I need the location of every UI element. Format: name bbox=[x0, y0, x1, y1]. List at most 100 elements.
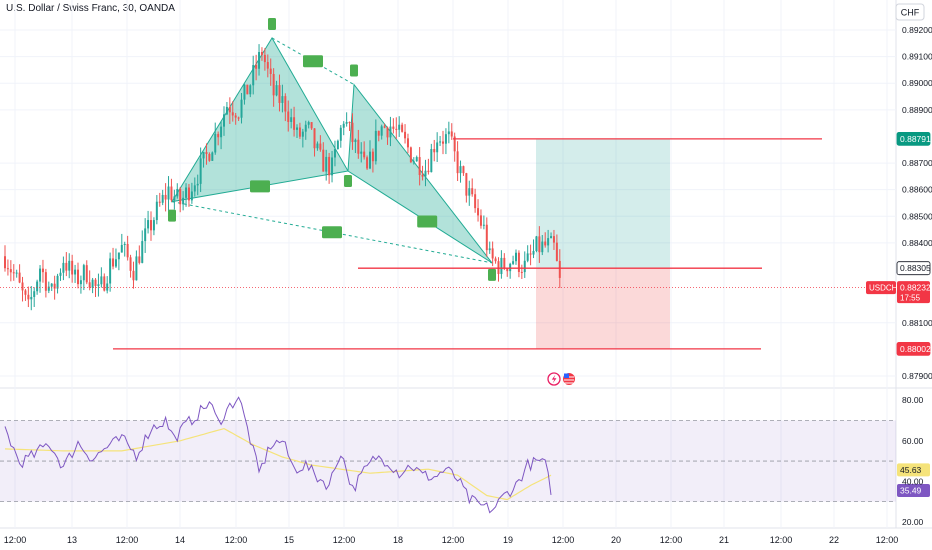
candle-body bbox=[427, 170, 430, 173]
candle-body bbox=[555, 242, 558, 261]
candle-body bbox=[550, 236, 553, 239]
candle-body bbox=[450, 131, 453, 137]
rsi-tick-label: 20.00 bbox=[902, 517, 924, 527]
candle-body bbox=[266, 62, 269, 69]
candle-body bbox=[24, 290, 27, 295]
candle-body bbox=[512, 261, 515, 264]
candle-body bbox=[366, 157, 369, 169]
candle-body bbox=[135, 256, 138, 281]
candle-body bbox=[401, 124, 404, 132]
candle-body bbox=[249, 85, 252, 95]
candle-body bbox=[442, 141, 444, 144]
candle-body bbox=[258, 52, 261, 69]
candle-body bbox=[436, 142, 439, 153]
y-tick-label: 0.89000 bbox=[902, 78, 932, 88]
pattern-ratio-badge[interactable] bbox=[250, 180, 270, 193]
pattern-point-badge[interactable] bbox=[268, 17, 276, 30]
candle-body bbox=[246, 84, 249, 95]
candle-body bbox=[82, 265, 85, 281]
candle-body bbox=[27, 294, 30, 300]
x-tick-label: 12:00 bbox=[116, 535, 139, 545]
candle-body bbox=[389, 126, 392, 138]
candle-body bbox=[272, 73, 275, 96]
pattern-ratio-badge[interactable] bbox=[417, 215, 438, 228]
rsi-tick-label: 60.00 bbox=[902, 436, 924, 446]
candle-body bbox=[167, 186, 170, 200]
candle-body bbox=[220, 126, 223, 138]
candle-body bbox=[132, 270, 135, 281]
candle-body bbox=[331, 157, 334, 176]
candle-body bbox=[65, 262, 68, 271]
candle-body bbox=[517, 252, 520, 272]
candle-body bbox=[558, 260, 561, 278]
pattern-ratio-badge[interactable] bbox=[322, 226, 342, 239]
candle-body bbox=[217, 133, 220, 138]
candle-body bbox=[322, 149, 325, 172]
candle-body bbox=[433, 148, 436, 153]
x-tick-label: 14 bbox=[175, 535, 185, 545]
candle-body bbox=[296, 127, 298, 130]
pattern-point-badge[interactable] bbox=[168, 209, 176, 222]
candle-body bbox=[144, 228, 147, 242]
candle-body bbox=[415, 157, 418, 162]
candle-body bbox=[529, 253, 532, 255]
price-label-text: 0.88002 bbox=[900, 344, 931, 354]
candle-body bbox=[228, 106, 231, 113]
candle-body bbox=[252, 65, 255, 86]
candle-body bbox=[386, 127, 389, 138]
candle-body bbox=[109, 258, 112, 284]
candle-body bbox=[421, 175, 424, 177]
candle-body bbox=[430, 148, 433, 173]
candle-body bbox=[468, 188, 471, 196]
candle-body bbox=[328, 156, 331, 176]
candle-body bbox=[185, 187, 188, 198]
candle-body bbox=[4, 256, 6, 269]
candle-body bbox=[307, 122, 310, 125]
candle-body bbox=[77, 269, 79, 285]
candle-body bbox=[503, 257, 506, 269]
x-tick-label: 12:00 bbox=[225, 535, 248, 545]
candle-body bbox=[485, 224, 488, 251]
pattern-point-badge[interactable] bbox=[488, 268, 496, 281]
loss-zone[interactable] bbox=[536, 268, 670, 349]
candle-body bbox=[456, 151, 459, 174]
candle-body bbox=[523, 260, 526, 273]
candle-body bbox=[404, 131, 407, 139]
candle-body bbox=[392, 126, 395, 129]
candle-body bbox=[68, 260, 71, 271]
pattern-point-badge[interactable] bbox=[350, 64, 358, 77]
profit-zone[interactable] bbox=[536, 138, 670, 269]
pattern-ratio-badge[interactable] bbox=[303, 55, 323, 68]
candle-body bbox=[237, 117, 240, 119]
chart-title: U.S. Dollar / Swiss Franc, 30, OANDA bbox=[6, 3, 175, 14]
pattern-point-badge[interactable] bbox=[344, 175, 352, 188]
candle-body bbox=[424, 170, 427, 177]
candle-body bbox=[287, 111, 290, 122]
candle-body bbox=[129, 257, 132, 271]
currency-button[interactable] bbox=[895, 3, 925, 21]
y-tick-label: 0.87900 bbox=[902, 371, 932, 381]
y-tick-label: 0.88100 bbox=[902, 318, 932, 328]
candle-body bbox=[526, 253, 529, 261]
candle-body bbox=[479, 215, 482, 226]
rsi-value: 35.49 bbox=[900, 485, 922, 495]
candle-body bbox=[342, 123, 345, 128]
candle-body bbox=[211, 152, 214, 161]
candle-body bbox=[21, 282, 24, 291]
candle-body bbox=[147, 220, 150, 229]
candle-body bbox=[97, 284, 100, 286]
x-tick-label: 12:00 bbox=[660, 535, 683, 545]
current-price-value: 0.88232 bbox=[900, 283, 931, 293]
candle-body bbox=[336, 140, 339, 150]
price-label-badge bbox=[896, 131, 931, 146]
candle-body bbox=[310, 122, 313, 129]
candle-body bbox=[6, 268, 9, 270]
candle-body bbox=[351, 122, 354, 143]
y-tick-label: 0.88500 bbox=[902, 211, 932, 221]
candle-body bbox=[79, 280, 82, 285]
candle-body bbox=[348, 122, 351, 124]
candle-body bbox=[377, 130, 380, 136]
candle-body bbox=[500, 257, 503, 275]
candle-body bbox=[243, 84, 246, 100]
